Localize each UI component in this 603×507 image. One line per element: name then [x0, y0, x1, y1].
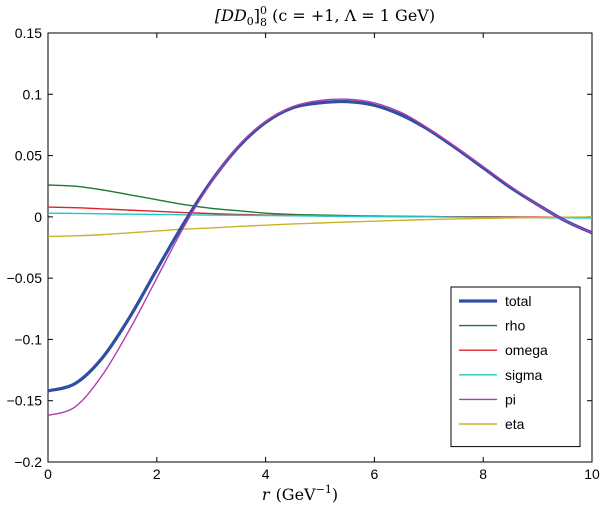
y-tick-label: 0 — [34, 209, 42, 225]
legend-label-pi: pi — [505, 391, 516, 407]
x-tick-label: 10 — [584, 466, 600, 482]
legend-label-sigma: sigma — [505, 367, 543, 383]
legend-box — [450, 286, 581, 448]
series-line-eta — [47, 216, 593, 238]
x-axis-label: r (GeV−1) — [262, 483, 338, 504]
y-tick-label: 0.15 — [15, 25, 42, 41]
legend-label-total: total — [505, 293, 531, 309]
y-tick-label: 0.05 — [15, 148, 42, 164]
y-tick-label: −0.15 — [7, 393, 43, 409]
series-lines — [47, 98, 593, 417]
legend-label-omega: omega — [505, 342, 548, 358]
x-tick-label: 6 — [371, 466, 379, 482]
x-tick-label: 0 — [44, 466, 52, 482]
series-line-pi — [47, 98, 593, 417]
y-tick-label: −0.05 — [7, 270, 43, 286]
legend: total rho omega sigma pi eta — [450, 286, 581, 448]
plot-area — [47, 32, 593, 463]
series-line-total — [47, 99, 593, 393]
y-tick-label: 0.1 — [23, 86, 43, 102]
x-tick-label: 2 — [153, 466, 161, 482]
y-tick-label: −0.1 — [14, 331, 42, 347]
chart-title: [DD0]80 (c = +1, Λ = 1 GeV) — [215, 4, 435, 29]
legend-label-eta: eta — [505, 416, 525, 432]
legend-label-rho: rho — [505, 318, 525, 334]
axis-ticks: 0 2 4 6 8 10 −0.2 −0.15 −0.1 −0.05 0 0.05 0.1 0.15 — [7, 25, 600, 482]
x-tick-label: 8 — [479, 466, 487, 482]
y-tick-label: −0.2 — [14, 454, 42, 470]
x-tick-label: 4 — [262, 466, 270, 482]
